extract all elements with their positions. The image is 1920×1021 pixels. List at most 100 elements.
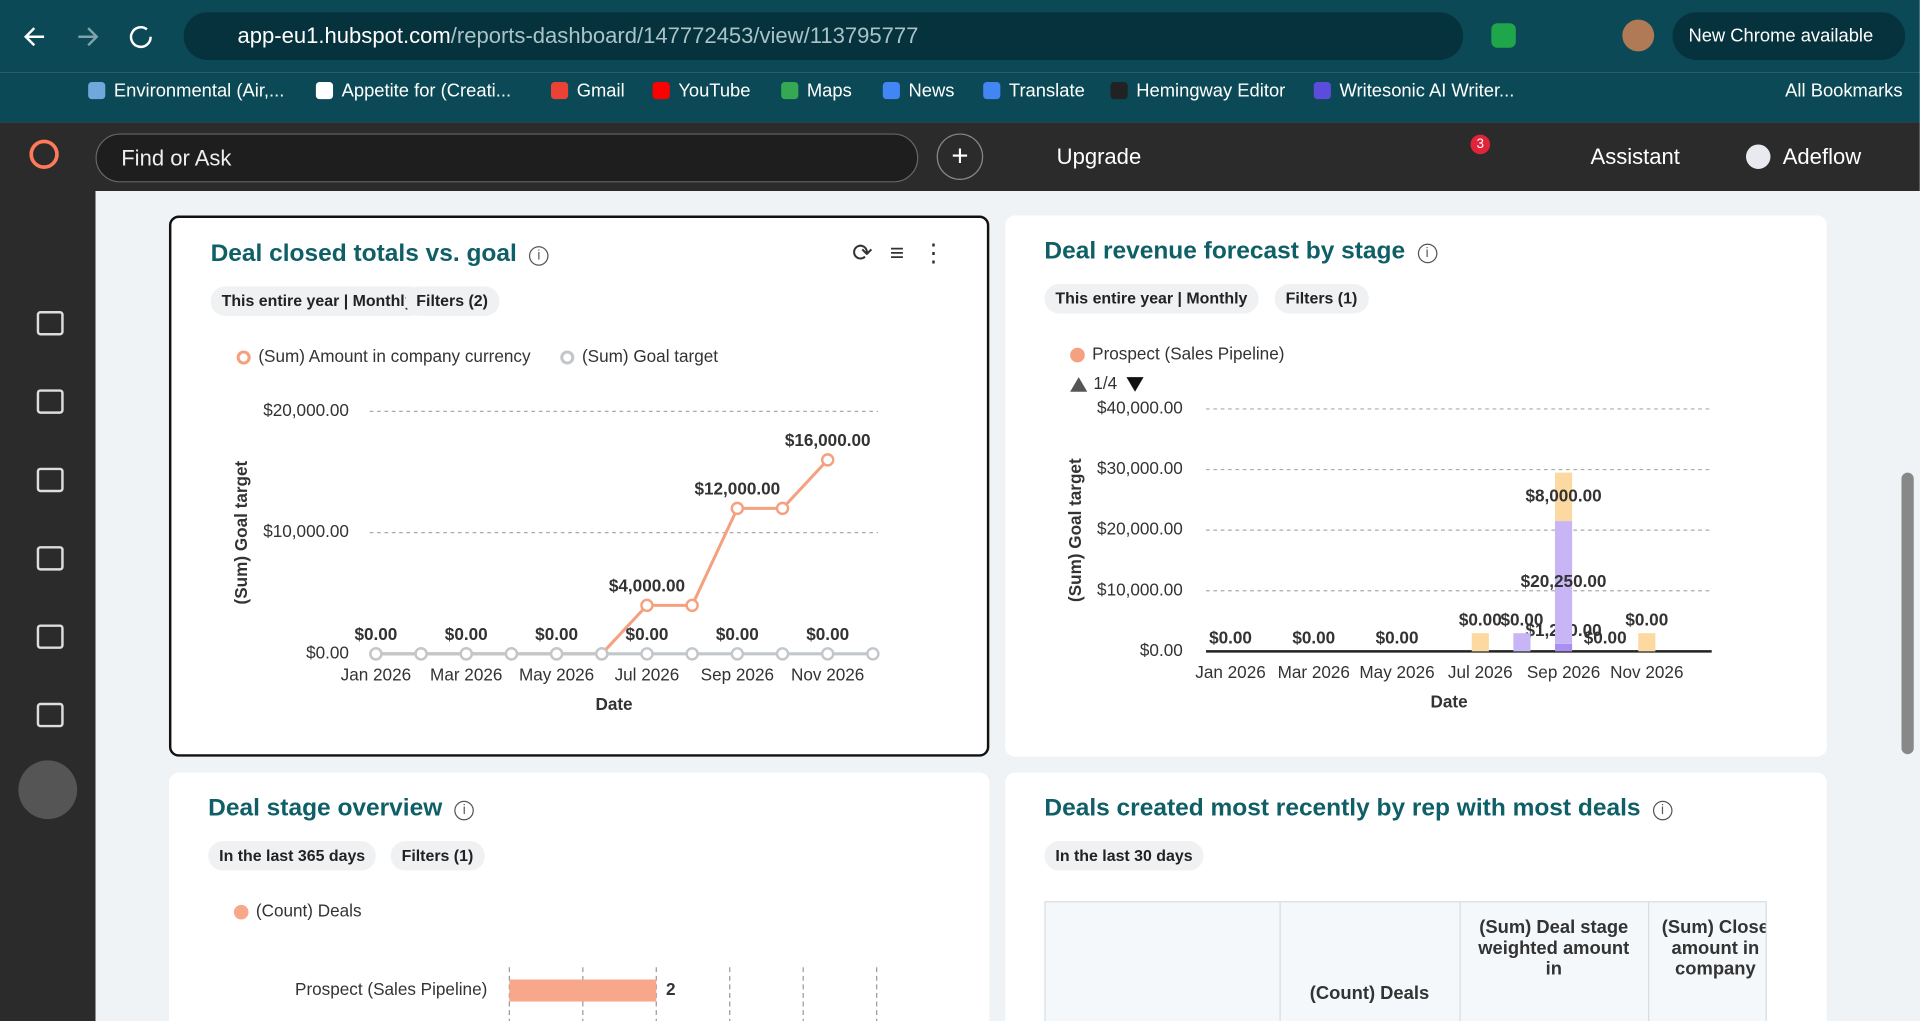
hubspot-logo[interactable]	[29, 139, 59, 169]
report-card[interactable]: Deals created most recently by rep with …	[1005, 772, 1827, 1021]
bookmark[interactable]: Gmail	[550, 72, 625, 110]
profile-avatar[interactable]	[1622, 19, 1655, 52]
report-card[interactable]: Deal closed totals vs. goal i This entire …	[168, 215, 990, 757]
bookmark-label: YouTube	[678, 80, 751, 102]
info-icon[interactable]: i	[1652, 800, 1673, 821]
filter-chip[interactable]: In the last 365 days	[208, 841, 377, 871]
data-label: $0.00	[1584, 628, 1627, 648]
card-title: Deals created most recently by rep with …	[1044, 795, 1673, 823]
bar	[1513, 633, 1531, 652]
info-icon[interactable]: i	[529, 246, 549, 266]
update-button[interactable]: New Chrome available	[1672, 12, 1906, 60]
search-box[interactable]: Find or Ask	[95, 133, 919, 183]
hubspot-nav: Find or Ask + Upgrade 3 Assistant Adeflo…	[0, 122, 1920, 192]
point	[685, 598, 699, 613]
filter-chip[interactable]: Filters (1)	[390, 841, 485, 871]
filter-chip[interactable]: This entire year | Monthly	[1044, 284, 1259, 314]
bookmark-icon	[1313, 82, 1331, 100]
data-label: $0.00	[716, 624, 759, 644]
data-label: $8,000.00	[1525, 485, 1601, 505]
point	[459, 647, 473, 661]
extension-icon[interactable]	[1491, 23, 1516, 48]
filter-chip[interactable]: Filters (1)	[1274, 284, 1369, 314]
filter-chip[interactable]: Filters (2)	[405, 286, 499, 316]
bookmark-label: News	[908, 80, 955, 102]
x-tick-label: Nov 2026	[1610, 662, 1683, 682]
table-header[interactable]: Deal owner	[1046, 902, 1281, 1021]
card-title: Deal stage overview i	[208, 795, 475, 823]
card-title-text: Deal closed totals vs. goal	[210, 239, 517, 267]
sidebar-active-icon[interactable]	[18, 760, 78, 820]
point	[549, 647, 564, 661]
pager-up	[1070, 377, 1088, 392]
card-tools[interactable]: ⟳≡⋮	[852, 239, 963, 267]
y-axis-title: (Sum) Goal target	[231, 460, 251, 604]
sidebar-icon[interactable]	[36, 546, 64, 571]
bookmark-icon	[983, 82, 1001, 100]
y-tick-label: $20,000.00	[263, 400, 349, 420]
bookmark[interactable]: Environmental (Air,...	[88, 72, 284, 110]
y-tick-label: $10,000.00	[263, 521, 349, 541]
point	[595, 647, 609, 661]
filter-chip[interactable]: This entire year | Monthly	[210, 286, 425, 316]
upgrade-button[interactable]: Upgrade	[1056, 144, 1142, 169]
filter-chip[interactable]: In the last 30 days	[1044, 841, 1204, 871]
table-header[interactable]: (Sum) Close amount in company	[1648, 902, 1766, 1021]
bookmark-label: Maps	[806, 80, 852, 102]
legend-page: 1/4	[1093, 373, 1117, 393]
table-header[interactable]: (Sum) Deal stage weighted amount in	[1459, 902, 1650, 1021]
sidebar-icon[interactable]	[36, 467, 64, 493]
category-label: Prospect (Sales Pipeline)	[295, 979, 487, 999]
header-label: (Count) Deals	[1309, 983, 1430, 1005]
bookmark[interactable]: Writesonic AI Writer...	[1313, 72, 1514, 110]
x-axis-title: Date	[595, 694, 632, 714]
url: app-eu1.hubspot.com/reports-dashboard/14…	[238, 12, 919, 60]
point	[775, 647, 790, 661]
info-icon[interactable]: i	[454, 800, 475, 821]
x-tick-label: Nov 2026	[791, 664, 864, 684]
sidebar-icon[interactable]	[36, 310, 64, 336]
report-card[interactable]: Deal stage overview i In the last 365 days…	[168, 772, 990, 1021]
report-card[interactable]: Deal revenue forecast by stage i This enti…	[1005, 215, 1827, 757]
bookmark[interactable]: YouTube	[652, 72, 751, 110]
y-tick-label: $0.00	[306, 642, 349, 662]
nav-buttons[interactable]	[22, 22, 157, 51]
sidebar-icon[interactable]	[36, 624, 64, 649]
bookmark-icon	[1110, 82, 1128, 100]
bookmark[interactable]: Translate	[983, 72, 1085, 110]
account-menu[interactable]: Adeflow	[1782, 144, 1862, 169]
bookmark[interactable]: Maps	[781, 72, 852, 110]
sidebar-icon[interactable]	[36, 702, 64, 728]
browser-toolbar: app-eu1.hubspot.com/reports-dashboard/14…	[0, 0, 1920, 73]
all-bookmarks[interactable]: All Bookmarks	[1785, 80, 1903, 102]
data-label: $0.00	[626, 624, 669, 644]
create-button[interactable]: +	[936, 133, 984, 180]
sidebar-icon[interactable]	[36, 389, 64, 414]
bookmark[interactable]: Hemingway Editor	[1110, 72, 1286, 110]
x-tick-label: Jul 2026	[615, 664, 680, 684]
scroll-thumb[interactable]	[1901, 472, 1914, 755]
x-tick-label: Mar 2026	[1278, 662, 1350, 682]
point	[414, 647, 428, 661]
bookmark-icon	[781, 82, 799, 100]
bookmark-icon	[652, 82, 670, 100]
info-icon[interactable]: i	[1417, 243, 1437, 264]
scrollbar[interactable]	[1895, 191, 1920, 1021]
account-avatar[interactable]	[1745, 144, 1771, 169]
assistant-button[interactable]: Assistant	[1590, 144, 1680, 169]
address-bar[interactable]: app-eu1.hubspot.com/reports-dashboard/14…	[183, 12, 1464, 60]
point	[866, 647, 880, 661]
x-tick-label: Sep 2026	[1527, 662, 1600, 682]
data-label: $4,000.00	[609, 576, 685, 596]
data-label: $20,250.00	[1521, 571, 1607, 591]
legend-label: (Sum) Goal target	[582, 346, 718, 366]
bookmark[interactable]: Appetite for (Creati...	[315, 72, 511, 110]
legend-marker	[1070, 347, 1085, 363]
data-label: $0.00	[806, 624, 849, 644]
table-header[interactable]: (Count) Deals	[1279, 902, 1461, 1021]
bar	[1471, 633, 1489, 652]
bar	[1554, 521, 1573, 644]
bookmark-label: Environmental (Air,...	[113, 80, 285, 102]
bookmark-label: Hemingway Editor	[1136, 80, 1286, 102]
bookmark[interactable]: News	[882, 72, 955, 110]
